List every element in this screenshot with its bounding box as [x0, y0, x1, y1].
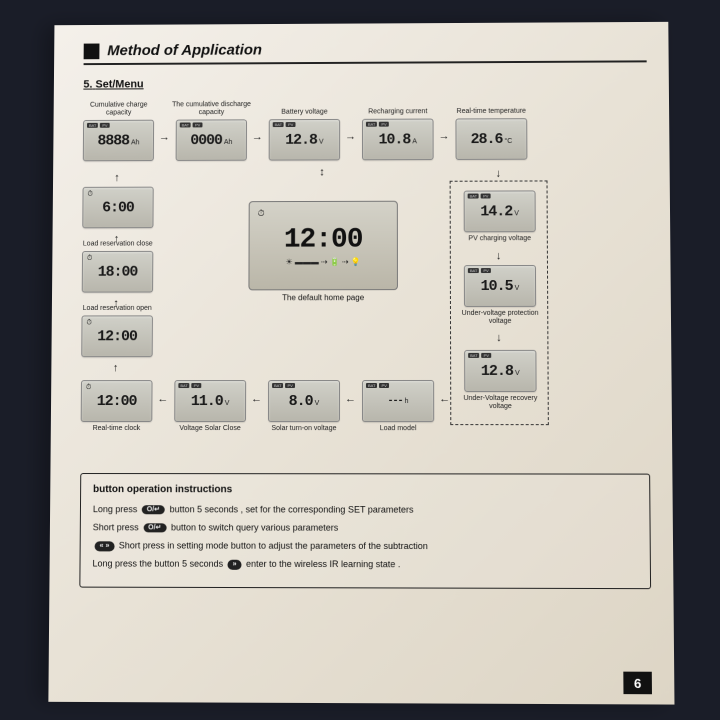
caption-uv-recov: Under-Voltage recovery voltage	[460, 395, 540, 410]
lcd-uv-prot: BATPV 10.5V	[464, 265, 536, 307]
instruction-row: « » Short press in setting mode button t…	[93, 540, 638, 553]
arrow-icon: →	[345, 131, 356, 143]
button-pill-icon: O/↵	[143, 523, 166, 533]
arrow-icon: ←	[439, 393, 450, 405]
arrow-icon: ↑	[113, 362, 119, 374]
caption-v-solar-close: Voltage Solar Close	[170, 425, 250, 433]
caption-load-model: Load model	[358, 425, 438, 433]
lcd-temp: 28.6°C	[455, 118, 527, 160]
page-header: Method of Application	[84, 40, 647, 65]
lcd-rt-clock: ⏱ 12:00	[81, 380, 153, 422]
page-number: 6	[623, 672, 652, 695]
caption-home: The default home page	[248, 293, 398, 302]
arrow-icon: ↓	[496, 250, 502, 262]
caption-batt-v: Battery voltage	[265, 108, 344, 116]
arrow-icon: →	[159, 131, 170, 143]
instructions-box: button operation instructions Long press…	[79, 473, 651, 589]
button-pill-icon: »	[228, 560, 242, 570]
arrow-icon: →	[439, 130, 450, 142]
arrow-icon: ↓	[495, 168, 501, 180]
arrow-icon: ←	[345, 393, 356, 405]
lcd-v-solar-close: BATPV 11.0V	[174, 380, 246, 422]
arrow-icon: →	[252, 131, 263, 143]
arrow-icon: ←	[251, 393, 262, 405]
arrow-icon: ↑	[113, 298, 119, 310]
menu-diagram: Cumulative charge capacity BATPV 8888Ah …	[80, 106, 642, 466]
lcd-load-close: ⏱ 18:00	[82, 251, 154, 293]
caption-uv-prot: Under-voltage protection voltage	[460, 310, 540, 325]
instruction-row: Short press O/↵ button to switch query v…	[93, 521, 638, 534]
arrow-icon: ↓	[496, 332, 502, 344]
arrow-icon: ↑	[114, 172, 120, 184]
caption-rech-i: Recharging current	[358, 108, 438, 116]
instruction-row: Long press the button 5 seconds » enter …	[92, 558, 637, 572]
lcd-load-model: BATPV ---h	[362, 380, 434, 422]
lcd-home: ⏱ 12:00 ☀ ▬▬▬ ⇢ 🔋 ⇢ 💡	[248, 201, 398, 291]
arrow-icon: ←	[157, 393, 168, 405]
section-title: 5. Set/Menu	[83, 76, 647, 90]
lcd-rech-i: BATPV 10.8A	[362, 119, 434, 161]
lcd-load-open: ⏱ 12:00	[81, 315, 153, 357]
lcd-cum-charge: BATPV 8888Ah	[83, 120, 154, 162]
caption-cum-charge: Cumulative charge capacity	[79, 102, 158, 117]
instruction-row: Long press O/↵ button 5 seconds , set fo…	[93, 503, 637, 516]
lcd-pv-charge: BATPV 14.2V	[464, 190, 536, 232]
arrow-icon: ↕	[319, 166, 324, 178]
lcd-solar-on: BATPV 8.0V	[268, 380, 340, 422]
caption-temp: Real-time temperature	[451, 108, 531, 116]
caption-cum-disch: The cumulative discharge capacity	[172, 101, 251, 116]
caption-rt-clock: Real-time clock	[77, 425, 157, 433]
header-bullet	[84, 43, 100, 59]
manual-page: Method of Application 5. Set/Menu Cumula…	[48, 22, 674, 705]
button-pill-icon: « »	[95, 541, 115, 551]
caption-solar-on: Solar turn-on voltage	[264, 425, 344, 433]
lcd-batt-v: BATPV 12.8V	[269, 119, 340, 161]
header-title: Method of Application	[107, 42, 262, 59]
arrow-icon: ↑	[114, 233, 120, 245]
button-pill-icon: O/↵	[142, 505, 165, 515]
caption-pv-charge: PV charging voltage	[460, 235, 540, 243]
lcd-t600: ⏱ 6:00	[82, 187, 153, 229]
lcd-cum-disch: BATPV 0000Ah	[176, 119, 247, 161]
lcd-uv-recov: BATPV 12.8V	[464, 350, 536, 392]
instructions-title: button operation instructions	[93, 484, 637, 496]
